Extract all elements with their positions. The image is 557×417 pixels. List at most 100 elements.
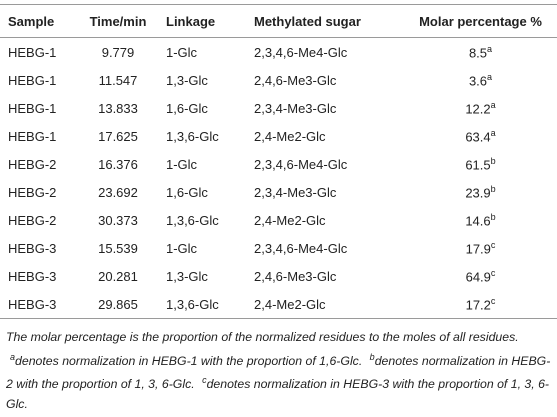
cell-value: 14.6 <box>465 213 491 229</box>
table-cell: 13.833 <box>98 100 138 116</box>
table-cell: 2,4,6-Me3-Glc <box>254 72 337 88</box>
table-cell: 64.9c <box>396 262 557 290</box>
footnote: The molar percentage is the proportion o… <box>0 319 557 414</box>
cell-note: b <box>490 211 496 222</box>
table-cell: 14.6b <box>396 206 557 234</box>
table-cell: 20.281 <box>98 268 138 284</box>
footnote-note: bdenotes normalization in HEBG-2 with th… <box>6 351 551 392</box>
table-cell: HEBG-3 <box>0 290 70 319</box>
footnote-text: The molar percentage is the proportion o… <box>6 330 519 344</box>
cell-note: c <box>490 267 496 278</box>
table-cell: 1,3-Glc <box>166 72 208 88</box>
table-cell: 17.2c <box>396 290 557 319</box>
table-cell: 29.865 <box>70 290 158 319</box>
table-cell: 23.692 <box>98 184 138 200</box>
header-cell: Methylated sugar <box>246 4 396 38</box>
cell-value: 64.9 <box>465 269 491 285</box>
footnote-mark: b <box>369 351 375 362</box>
table-row: HEBG-2 30.373 1,3,6-Glc 2,4-Me2-Glc 14.6b <box>0 206 557 234</box>
cell-value: 17.9 <box>465 241 491 257</box>
table-cell: 2,3,4-Me3-Glc <box>254 184 337 200</box>
table-cell: 9.779 <box>101 44 135 60</box>
table-cell: HEBG-1 <box>8 72 57 88</box>
cell-value: 23.9 <box>465 185 491 201</box>
table-row: HEBG-2 23.692 1,6-Glc 2,3,4-Me3-Glc 23.9b <box>0 178 557 206</box>
page: Sample Time/min Linkage Methylated sugar Mol… <box>0 4 557 417</box>
table-cell: HEBG-3 <box>8 240 57 256</box>
cell-value: 8.5 <box>468 45 488 61</box>
table-row: HEBG-3 29.865 1,3,6-Glc 2,4-Me2-Glc 17.2c <box>0 290 557 319</box>
cell-note: c <box>490 239 496 250</box>
table-row: HEBG-1 13.833 1,6-Glc 2,3,4-Me3-Glc 12.2a <box>0 94 557 122</box>
table-cell: 2,4,6-Me3-Glc <box>254 268 337 284</box>
table-cell: 2,3,4,6-Me4-Glc <box>254 156 348 172</box>
table-cell: 1-Glc <box>166 156 198 172</box>
table-cell: 15.539 <box>98 240 138 256</box>
table-cell: 17.9c <box>396 234 557 262</box>
table-row: HEBG-1 17.625 1,3,6-Glc 2,4-Me2-Glc 63.4a <box>0 122 557 150</box>
cell-note: a <box>490 99 496 110</box>
table-cell: 1-Glc <box>166 240 198 256</box>
table-cell: 8.5a <box>396 38 557 67</box>
table-cell: 1,6-Glc <box>166 184 208 200</box>
cell-value: 17.2 <box>465 297 491 313</box>
footnote-note-text: denotes normalization in HEBG-2 with the… <box>6 353 551 392</box>
table-row: HEBG-1 9.779 1-Glc 2,3,4,6-Me4-Glc 8.5a <box>0 38 557 67</box>
table-cell: 2,3,4,6-Me4-Glc <box>254 44 348 60</box>
table-cell: 1,3,6-Glc <box>166 212 219 228</box>
footnote-note: adenotes normalization in HEBG-1 with th… <box>10 351 363 368</box>
table-cell: 2,3,4,6-Me4-Glc <box>254 240 348 256</box>
cell-value: 12.2 <box>465 101 491 117</box>
table-cell: 1,6-Glc <box>166 100 208 116</box>
footnote-note-text: denotes normalization in HEBG-1 with the… <box>15 353 363 368</box>
table: Sample Time/min Linkage Methylated sugar Mol… <box>0 4 557 319</box>
footnote-mark: c <box>202 375 207 386</box>
cell-value: 61.5 <box>465 157 491 173</box>
table-body: HEBG-1 9.779 1-Glc 2,3,4,6-Me4-Glc 8.5a HEBG-… <box>0 38 557 319</box>
table-cell: 2,3,4-Me3-Glc <box>254 100 337 116</box>
table-cell: HEBG-1 <box>8 100 57 116</box>
table-cell: HEBG-1 <box>8 128 57 144</box>
table-cell: 63.4a <box>396 122 557 150</box>
table-cell: 17.625 <box>98 128 138 144</box>
table-cell: HEBG-2 <box>8 156 57 172</box>
footnote-note: cdenotes normalization in HEBG-3 with th… <box>6 375 550 411</box>
table-cell: 30.373 <box>98 212 138 228</box>
cell-note: a <box>487 71 493 82</box>
table-cell: 1-Glc <box>166 44 198 60</box>
header-cell: Sample <box>0 4 70 38</box>
table-cell: 12.2a <box>396 94 557 122</box>
cell-note: a <box>487 43 493 54</box>
table-cell: 2,4-Me2-Glc <box>254 128 326 144</box>
table-cell: 61.5b <box>396 150 557 178</box>
table-cell: 1,3-Glc <box>166 268 208 284</box>
table-cell: HEBG-2 <box>8 212 57 228</box>
table-cell: HEBG-3 <box>8 268 57 284</box>
cell-note: b <box>490 155 496 166</box>
table-cell: 2,4-Me2-Glc <box>254 212 326 228</box>
header-cell: Linkage <box>158 4 246 38</box>
table-cell: 11.547 <box>98 72 138 88</box>
header-cell: Molar percentage % <box>396 4 557 38</box>
table-cell: HEBG-2 <box>8 184 57 200</box>
table-cell: 1,3,6-Glc <box>158 290 246 319</box>
footnote-note-text: denotes normalization in HEBG-3 with the… <box>6 377 550 411</box>
table-cell: HEBG-1 <box>8 44 57 60</box>
table-cell: 3.6a <box>396 66 557 94</box>
table-cell: 23.9b <box>396 178 557 206</box>
table-cell: 16.376 <box>98 156 138 172</box>
table-row: HEBG-3 20.281 1,3-Glc 2,4,6-Me3-Glc 64.9c <box>0 262 557 290</box>
table-row: HEBG-1 11.547 1,3-Glc 2,4,6-Me3-Glc 3.6a <box>0 66 557 94</box>
header-row: Sample Time/min Linkage Methylated sugar Mol… <box>0 4 557 38</box>
table-row: HEBG-3 15.539 1-Glc 2,3,4,6-Me4-Glc 17.9c <box>0 234 557 262</box>
table-cell: 1,3,6-Glc <box>166 128 219 144</box>
cell-value: 3.6 <box>468 73 488 89</box>
cell-note: a <box>490 127 496 138</box>
footnote-mark: a <box>10 351 16 362</box>
cell-value: 63.4 <box>465 129 491 145</box>
cell-note: b <box>490 183 496 194</box>
header-cell: Time/min <box>70 4 158 38</box>
table-row: HEBG-2 16.376 1-Glc 2,3,4,6-Me4-Glc 61.5b <box>0 150 557 178</box>
cell-note: c <box>490 295 496 306</box>
table-cell: 2,4-Me2-Glc <box>246 290 396 319</box>
